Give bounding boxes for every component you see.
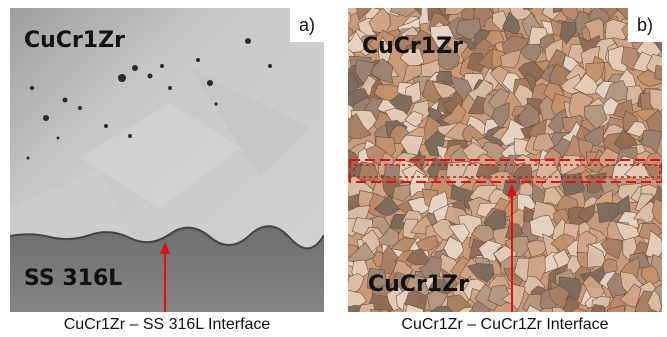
- micrograph-b: CuCr1Zr CuCr1Zr b): [348, 8, 662, 312]
- material-label-top-b: CuCr1Zr: [362, 34, 463, 59]
- panel-label-a: a): [290, 8, 324, 42]
- caption-a: CuCr1Zr – SS 316L Interface: [63, 316, 271, 333]
- panel-label-b: b): [628, 8, 662, 42]
- material-label-bottom-b: CuCr1Zr: [368, 272, 469, 297]
- micrograph-a: CuCr1Zr SS 316L a): [10, 8, 324, 312]
- micrograph-a-image: [10, 8, 324, 312]
- material-label-top-a: CuCr1Zr: [24, 28, 125, 53]
- material-label-bottom-a: SS 316L: [24, 266, 123, 291]
- caption-b: CuCr1Zr – CuCr1Zr Interface: [401, 316, 609, 333]
